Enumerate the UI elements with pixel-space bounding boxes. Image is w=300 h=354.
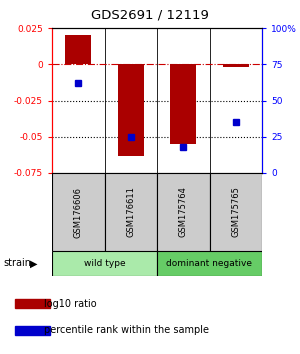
Text: dominant negative: dominant negative <box>167 259 253 268</box>
Text: GSM175765: GSM175765 <box>231 187 240 238</box>
Bar <box>223 64 249 67</box>
Bar <box>157 251 262 276</box>
Bar <box>52 173 104 251</box>
Bar <box>52 251 157 276</box>
Bar <box>170 64 197 144</box>
Bar <box>104 173 157 251</box>
Text: percentile rank within the sample: percentile rank within the sample <box>44 325 209 336</box>
Text: GSM175764: GSM175764 <box>179 187 188 238</box>
Bar <box>65 35 92 64</box>
Text: strain: strain <box>3 258 31 268</box>
Text: wild type: wild type <box>84 259 125 268</box>
Text: log10 ratio: log10 ratio <box>44 299 97 309</box>
Bar <box>157 173 209 251</box>
Text: GSM176606: GSM176606 <box>74 187 83 238</box>
Text: GDS2691 / 12119: GDS2691 / 12119 <box>91 8 209 21</box>
Text: GSM176611: GSM176611 <box>126 187 135 238</box>
Text: ▶: ▶ <box>30 258 38 268</box>
Bar <box>15 326 50 335</box>
Bar <box>209 173 262 251</box>
Bar <box>15 299 50 308</box>
Bar <box>118 64 144 156</box>
